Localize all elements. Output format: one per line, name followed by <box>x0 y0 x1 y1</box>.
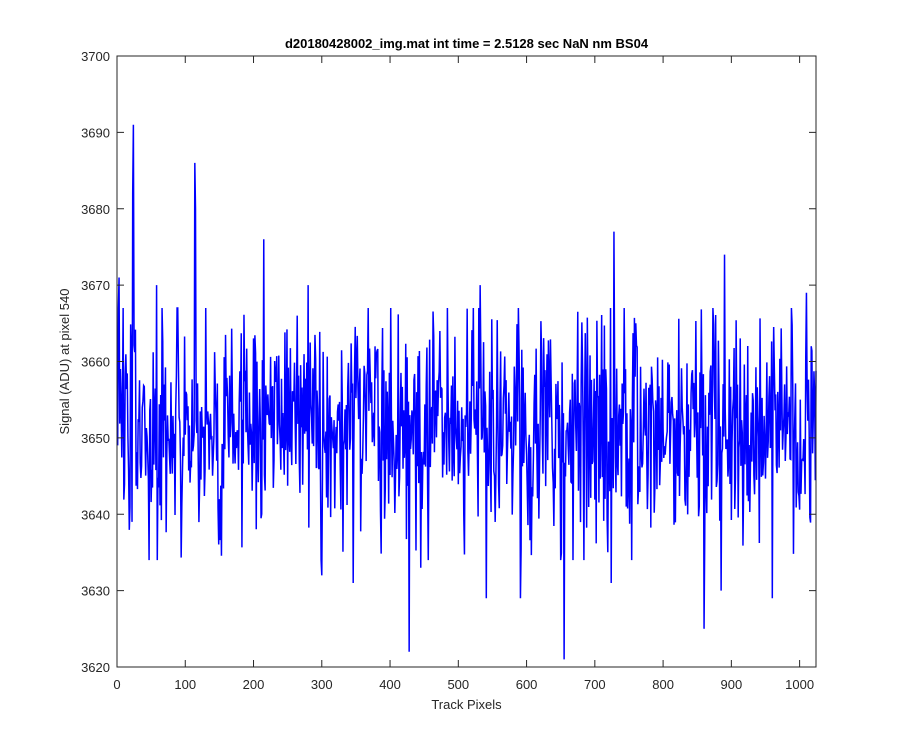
y-axis-label: Signal (ADU) at pixel 540 <box>57 289 72 435</box>
y-tick-label: 3640 <box>81 507 110 522</box>
x-tick-label: 800 <box>652 677 674 692</box>
y-tick-label: 3690 <box>81 125 110 140</box>
y-tick-label: 3680 <box>81 202 110 217</box>
chart-title: d20180428002_img.mat int time = 2.5128 s… <box>285 36 649 51</box>
y-tick-label: 3700 <box>81 49 110 64</box>
x-tick-label: 900 <box>721 677 743 692</box>
x-tick-label: 500 <box>447 677 469 692</box>
y-tick-label: 3660 <box>81 355 110 370</box>
y-tick-label: 3650 <box>81 431 110 446</box>
x-axis-label: Track Pixels <box>431 697 502 712</box>
x-tick-label: 600 <box>516 677 538 692</box>
y-tick-label: 3630 <box>81 584 110 599</box>
y-tick-label: 3670 <box>81 278 110 293</box>
x-tick-label: 0 <box>113 677 120 692</box>
x-tick-label: 400 <box>379 677 401 692</box>
series-line <box>116 124 817 660</box>
x-tick-label: 1000 <box>785 677 814 692</box>
x-tick-label: 300 <box>311 677 333 692</box>
x-tick-label: 100 <box>174 677 196 692</box>
x-tick-label: 700 <box>584 677 606 692</box>
tick-layer: 0 100 200 300 400 500 600 700 800 900 1000 3620 3630… <box>81 49 816 692</box>
x-tick-label: 200 <box>243 677 265 692</box>
y-tick-label: 3620 <box>81 660 110 675</box>
series-layer <box>116 124 817 660</box>
